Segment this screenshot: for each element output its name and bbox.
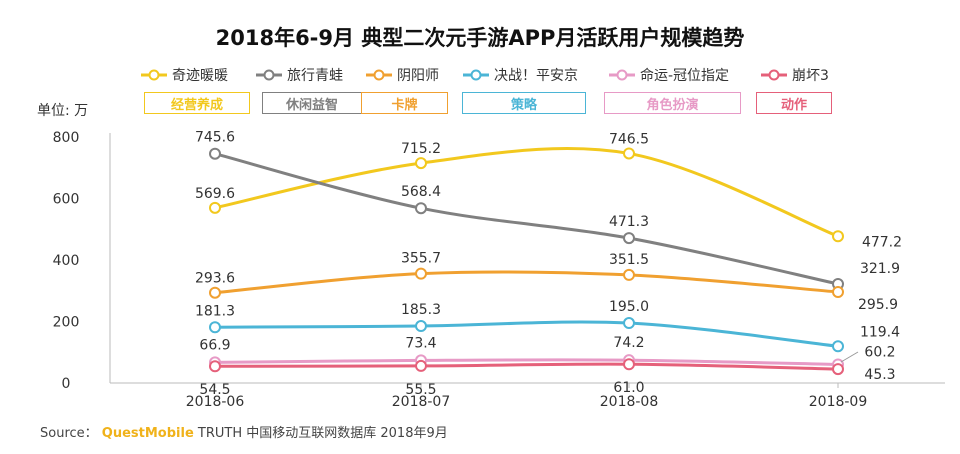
data-point — [209, 321, 221, 334]
legend-item: 阴阳师 — [365, 65, 439, 85]
legend-genre-tag: 策略 — [462, 92, 586, 114]
data-label: 119.4 — [860, 324, 900, 340]
data-label: 54.5 — [199, 382, 230, 398]
legend-label: 崩坏3 — [792, 68, 829, 84]
data-label: 746.5 — [609, 131, 649, 147]
y-tick-label: 800 — [53, 130, 80, 146]
chart-title: 2018年6-9月 典型二次元手游APP月活跃用户规模趋势 — [215, 26, 745, 50]
legend-marker — [609, 69, 635, 81]
legend-label: 旅行青蛙 — [287, 68, 343, 84]
data-label: 181.3 — [195, 303, 235, 319]
legend-item: 崩坏3 — [760, 65, 829, 85]
legend-item: 决战！平安京 — [462, 65, 578, 85]
data-point — [209, 147, 221, 160]
series-line-2 — [214, 152, 839, 286]
legend-item: 命运-冠位指定 — [608, 65, 729, 85]
x-tick-label: 2018-07 — [392, 394, 451, 410]
data-label: 55.5 — [405, 382, 436, 398]
legend-genre-tag: 动作 — [756, 92, 832, 114]
data-label: 195.0 — [609, 299, 649, 315]
data-point — [623, 268, 635, 281]
y-tick-label: 200 — [53, 315, 80, 331]
legend-marker — [256, 69, 282, 81]
data-point — [832, 230, 844, 243]
data-label: 568.4 — [401, 184, 441, 200]
legend-label: 阴阳师 — [397, 68, 439, 84]
legend-genre-tag: 角色扮演 — [604, 92, 741, 114]
legend-genre-tag: 卡牌 — [361, 92, 448, 114]
legend-marker — [366, 69, 392, 81]
unit-label: 单位: 万 — [37, 103, 89, 119]
legend-label: 奇迹暖暖 — [172, 68, 228, 84]
legend-label: 决战！平安京 — [494, 68, 578, 84]
data-label: 74.2 — [613, 335, 644, 351]
data-point — [623, 232, 635, 245]
legend-marker — [141, 69, 167, 81]
series-line-3 — [214, 270, 839, 295]
data-point — [209, 201, 221, 214]
data-point — [415, 267, 427, 280]
data-point — [415, 202, 427, 215]
data-label: 61.0 — [613, 380, 644, 396]
x-tick-label: 2018-08 — [600, 394, 659, 410]
data-label: 45.3 — [864, 367, 895, 383]
data-label: 185.3 — [401, 302, 441, 318]
data-label: 321.9 — [860, 261, 900, 277]
data-label: 60.2 — [864, 344, 895, 360]
data-label: 351.5 — [609, 252, 649, 268]
legend: 奇迹暖暖经营养成 旅行青蛙休闲益智 阴阳师卡牌 决战！平安京策略 命运-冠位指定角色扮演… — [0, 62, 960, 118]
data-point — [832, 286, 844, 299]
series-line-1 — [214, 146, 839, 238]
data-label: 295.9 — [858, 297, 898, 313]
data-label: 745.6 — [195, 130, 235, 146]
source-text: TRUTH 中国移动互联网数据库 2018年9月 — [197, 426, 448, 441]
x-tick-label: 2018-06 — [186, 394, 245, 410]
source-brand: QuestMobile — [101, 426, 194, 441]
label-leader-line — [840, 351, 859, 363]
series-line-5 — [214, 358, 839, 366]
data-point — [623, 147, 635, 160]
data-label: 66.9 — [199, 337, 230, 353]
x-tick-label: 2018-09 — [809, 394, 868, 410]
source-line: Source： QuestMobile TRUTH 中国移动互联网数据库 201… — [40, 422, 448, 441]
data-point — [623, 317, 635, 330]
data-point — [623, 358, 635, 371]
data-label: 477.2 — [862, 234, 902, 250]
legend-marker — [463, 69, 489, 81]
data-point — [415, 359, 427, 372]
data-point — [832, 340, 844, 353]
data-label: 569.6 — [195, 186, 235, 202]
data-label: 293.6 — [195, 271, 235, 287]
y-tick-label: 400 — [53, 253, 80, 269]
source-prefix: Source： — [40, 426, 98, 441]
data-point — [209, 286, 221, 299]
y-tick-label: 600 — [53, 192, 80, 208]
series-line-4 — [214, 320, 839, 348]
data-point — [415, 320, 427, 333]
legend-marker — [761, 69, 787, 81]
legend-label: 命运-冠位指定 — [640, 68, 730, 84]
data-label: 355.7 — [401, 251, 441, 267]
legend-genre-tag: 休闲益智 — [262, 92, 362, 114]
y-tick-label: 0 — [62, 376, 71, 392]
data-label: 715.2 — [401, 141, 441, 157]
series-line-6 — [214, 362, 839, 371]
legend-item: 旅行青蛙 — [255, 65, 343, 85]
data-point — [832, 363, 844, 376]
data-point — [209, 360, 221, 373]
data-point — [415, 157, 427, 170]
data-label: 471.3 — [609, 214, 649, 230]
legend-item: 奇迹暖暖 — [140, 65, 228, 85]
legend-genre-tag: 经营养成 — [144, 92, 250, 114]
data-label: 73.4 — [405, 335, 436, 351]
